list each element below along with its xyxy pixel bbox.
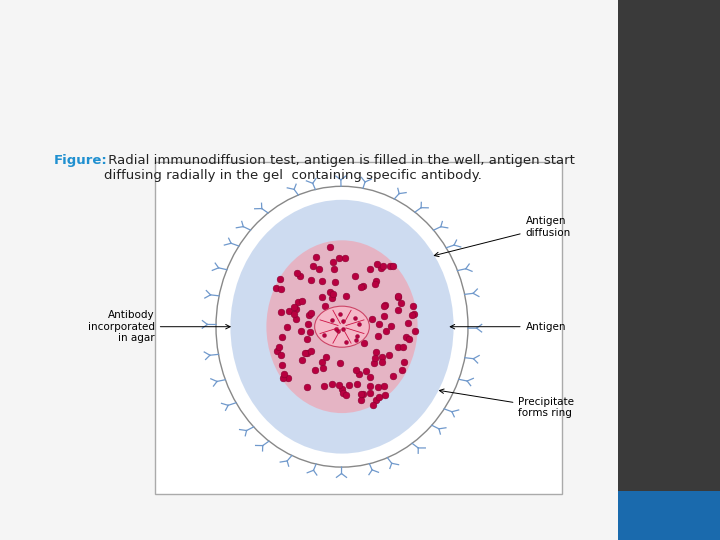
Text: Precipitate
forms ring: Precipitate forms ring [439, 389, 575, 419]
Ellipse shape [266, 240, 418, 413]
Bar [618, 491, 720, 540]
Circle shape [315, 306, 369, 347]
Text: Antigen
diffusion: Antigen diffusion [434, 216, 571, 256]
Text: Antibody
incorporated
in agar: Antibody incorporated in agar [88, 310, 230, 343]
Bar [155, 162, 562, 494]
Bar [618, 0, 720, 540]
Ellipse shape [216, 186, 468, 467]
Text: Figure:: Figure: [54, 154, 108, 167]
Text: Antigen: Antigen [450, 322, 566, 332]
Ellipse shape [230, 200, 454, 454]
Text: Radial immunodiffusion test, antigen is filled in the well, antigen start
diffus: Radial immunodiffusion test, antigen is … [104, 154, 575, 182]
